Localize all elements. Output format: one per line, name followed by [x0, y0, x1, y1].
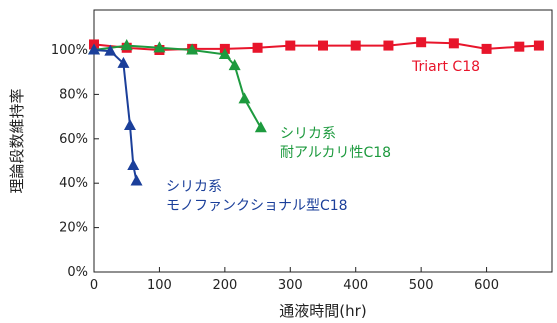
data-point-alkali-c18 [218, 47, 231, 59]
x-tick-label: 600 [474, 278, 499, 293]
series-label-alkali-line-1: シリカ系 [280, 126, 336, 142]
data-point-triart-c18 [416, 37, 427, 48]
data-point-triart-c18 [350, 40, 361, 51]
data-point-mono-c18 [130, 174, 143, 186]
y-tick-label: 40% [59, 176, 88, 191]
x-tick-label: 0 [90, 278, 98, 293]
data-point-triart-c18 [448, 38, 459, 49]
data-point-mono-c18 [127, 158, 140, 170]
data-point-triart-c18 [533, 40, 544, 51]
series-label-alkali-line-2: 耐アルカリ性C18 [280, 145, 391, 161]
y-axis-ticks: 0% 20% 40% 60% 80% 100% [51, 43, 99, 280]
x-tick-label: 100 [147, 278, 172, 293]
series-label-triart-line: Triart C18 [411, 59, 480, 75]
data-point-mono-c18 [123, 118, 136, 131]
data-point-alkali-c18 [120, 39, 133, 51]
data-point-triart-c18 [383, 40, 394, 51]
data-point-mono-c18 [88, 43, 100, 55]
x-tick-label: 300 [278, 278, 303, 293]
y-tick-label: 100% [51, 43, 88, 58]
series-label-mono-line-2: モノファンクショナル型C18 [166, 198, 348, 214]
y-tick-label: 0% [67, 265, 88, 280]
data-point-triart-c18 [481, 43, 492, 54]
y-axis-title: 理論段数維持率 [8, 88, 26, 193]
x-axis-title: 通液時間(hr) [279, 302, 366, 320]
series-line-mono-c18 [93, 49, 138, 182]
plot-area [93, 9, 553, 273]
data-point-triart-c18 [252, 42, 263, 53]
x-tick-label: 400 [343, 278, 368, 293]
series-label-mono-line-1: シリカ系 [166, 179, 222, 195]
series-line-alkali-c18 [93, 44, 262, 129]
data-point-alkali-c18 [228, 59, 241, 71]
series-label-triart: Triart C18 [411, 59, 480, 75]
y-tick-label: 60% [59, 132, 88, 147]
data-point-alkali-c18 [254, 121, 267, 133]
series-label-alkali-c18: シリカ系 耐アルカリ性C18 [280, 126, 391, 161]
series-mono-c18 [88, 43, 143, 186]
data-point-triart-c18 [514, 41, 525, 52]
series-layer [88, 37, 544, 186]
data-point-mono-c18 [117, 56, 130, 68]
data-point-triart-c18 [318, 40, 328, 51]
y-tick-label: 80% [59, 87, 88, 102]
series-label-mono-c18: シリカ系 モノファンクショナル型C18 [166, 179, 348, 214]
data-point-alkali-c18 [186, 43, 199, 55]
x-axis-ticks: 0 100 200 300 400 500 600 [90, 267, 499, 293]
data-point-alkali-c18 [238, 92, 251, 104]
x-tick-label: 500 [409, 278, 434, 293]
data-point-alkali-c18 [153, 41, 166, 53]
y-tick-label: 20% [59, 221, 88, 236]
data-point-mono-c18 [104, 44, 117, 56]
x-tick-label: 200 [212, 278, 237, 293]
data-point-triart-c18 [285, 40, 296, 51]
